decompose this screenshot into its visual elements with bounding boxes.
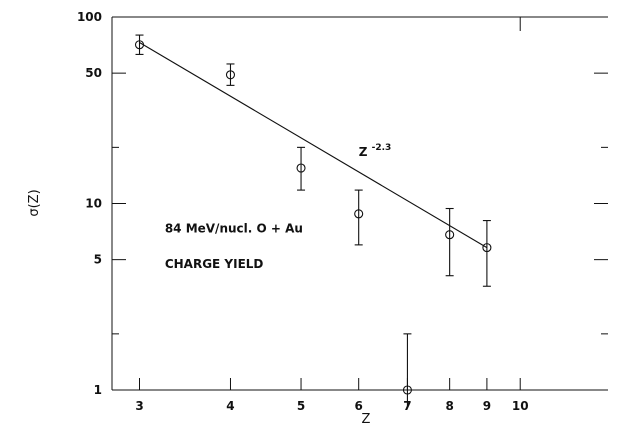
y-tick-labels: 1 5 10 50 100 <box>77 10 102 397</box>
data-point <box>225 63 236 86</box>
y-tick-label: 100 <box>77 10 102 24</box>
fit-annotation-exponent: -2.3 <box>372 143 392 153</box>
x-tick-label: 5 <box>297 399 305 413</box>
point-marker <box>482 243 492 253</box>
plot-frame <box>111 16 608 391</box>
data-points <box>134 34 492 409</box>
data-point <box>402 333 412 409</box>
data-point <box>445 207 455 277</box>
data-point <box>354 189 364 246</box>
y-tick-label: 10 <box>85 197 102 211</box>
point-marker <box>402 385 412 395</box>
x-tick-labels: 345678910 <box>135 399 528 413</box>
y-tick-label: 50 <box>85 66 102 80</box>
y-tick-label: 5 <box>94 253 102 267</box>
x-tick-label: 9 <box>483 399 491 413</box>
x-tick-label: 6 <box>355 399 363 413</box>
point-marker <box>354 209 364 219</box>
data-point <box>296 146 306 191</box>
point-marker <box>134 40 145 50</box>
y-tick-label: 1 <box>94 383 102 397</box>
point-marker <box>445 230 455 240</box>
point-marker <box>225 70 236 80</box>
data-point <box>482 220 492 287</box>
x-axis-label: Z <box>362 412 371 427</box>
x-tick-label: 4 <box>226 399 234 413</box>
axis-ticks <box>112 16 608 391</box>
x-tick-label: 8 <box>445 399 453 413</box>
data-point <box>134 34 145 55</box>
charge-yield-annotation: CHARGE YIELD <box>165 257 264 271</box>
reaction-annotation: 84 MeV/nucl. O + Au <box>165 221 303 235</box>
fit-annotation: Z -2.3 <box>359 143 392 159</box>
y-axis-label: σ(Z) <box>27 189 42 216</box>
power-law-fit-line <box>139 42 488 249</box>
x-tick-label: 3 <box>135 399 143 413</box>
fit-annotation-base: Z <box>359 145 368 159</box>
x-tick-label: 10 <box>512 399 529 413</box>
point-marker <box>296 163 306 173</box>
